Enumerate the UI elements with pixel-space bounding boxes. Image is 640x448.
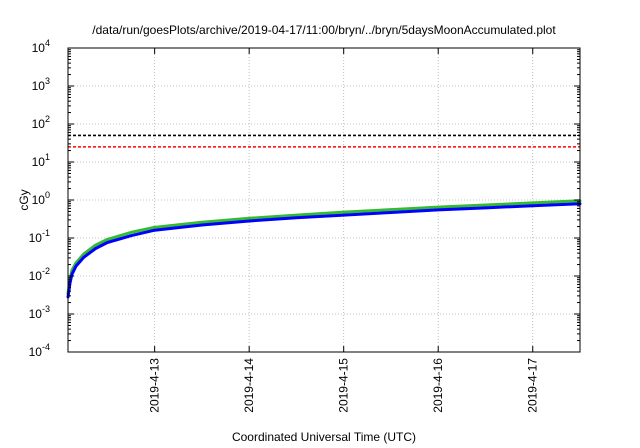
x-tick-label: 2019-4-13 [148,358,162,413]
y-tick-label: 102 [32,114,50,131]
series-line-1 [66,199,582,295]
y-tick-label: 10-1 [29,228,50,245]
y-tick-label: 100 [32,190,50,207]
y-tick-label: 101 [32,152,50,169]
y-tick-label: 104 [32,38,50,55]
series-lines [66,199,582,299]
y-tick-label: 10-2 [29,266,50,283]
y-tick-label: 10-3 [29,304,50,321]
x-tick-label: 2019-4-17 [526,358,540,413]
series-line-2 [66,202,582,299]
y-tick-label: 103 [32,76,50,93]
y-tick-label: 10-4 [29,342,50,359]
x-tick-label: 2019-4-15 [337,358,351,413]
y-axis-label: cGy [17,189,31,210]
x-axis-ticks: 2019-4-13 2019-4-14 2019-4-15 2019-4-16 2019… [148,48,540,413]
x-axis-label: Coordinated Universal Time (UTC) [232,430,416,444]
chart-title: /data/run/goesPlots/archive/2019-04-17/1… [92,23,556,37]
grid [68,48,580,352]
x-tick-label: 2019-4-16 [431,358,445,413]
reference-lines [68,134,580,148]
x-tick-label: 2019-4-14 [242,358,256,413]
